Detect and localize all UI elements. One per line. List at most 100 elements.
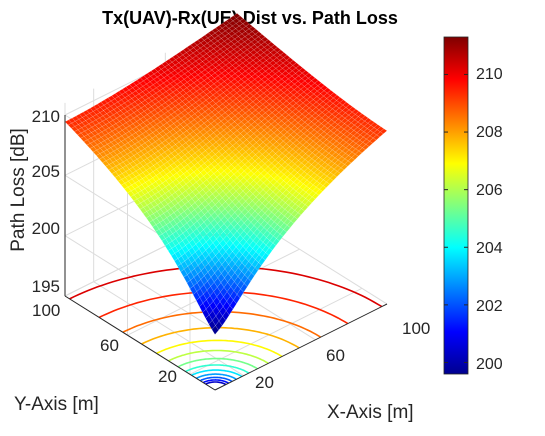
surface-patch <box>203 120 212 127</box>
surface-patch <box>290 216 298 224</box>
surface-patch <box>265 188 274 196</box>
surface-patch <box>162 231 170 239</box>
surface-patch <box>171 198 179 207</box>
x-tick-label: 60 <box>326 346 345 365</box>
surface-patch <box>249 49 258 56</box>
surface-patch <box>303 167 312 175</box>
surface-patch <box>223 43 232 50</box>
surface-patch <box>234 208 242 217</box>
surface-patch <box>83 134 92 141</box>
surface-patch <box>255 65 263 72</box>
contour-line <box>205 381 227 386</box>
surface-patch <box>236 288 244 299</box>
surface-patch <box>158 189 166 197</box>
z-tick-label: 200 <box>32 219 60 238</box>
surface-patch <box>139 166 147 173</box>
surface-patch <box>254 31 263 38</box>
surface-patch <box>255 246 263 256</box>
surface-patch <box>252 57 261 64</box>
surface-patch <box>237 219 245 228</box>
surface-patch <box>222 145 230 152</box>
surface-patch <box>141 94 150 101</box>
surface-patch <box>195 137 204 145</box>
surface-patch <box>171 245 179 254</box>
surface-patch <box>115 126 123 133</box>
surface-patch <box>244 33 253 40</box>
surface-patch <box>261 252 270 261</box>
surface-patch <box>135 82 144 89</box>
surface-patch <box>342 136 351 143</box>
contour-line <box>177 357 258 370</box>
surface-patch <box>205 147 213 155</box>
surface-patch <box>78 111 87 118</box>
surface-patch <box>189 52 197 59</box>
surface-patch <box>166 221 174 230</box>
surface-patch <box>213 123 222 131</box>
surface-patch <box>203 126 211 133</box>
surface-patch <box>312 137 321 144</box>
surface-patch <box>249 139 257 146</box>
surface-patch <box>223 227 231 236</box>
surface-patch <box>235 250 243 260</box>
surface-patch <box>200 35 209 41</box>
surface-patch <box>253 92 261 99</box>
surface-patch <box>189 47 198 54</box>
surface-patch <box>131 95 139 102</box>
surface-patch <box>282 189 290 197</box>
surface-patch <box>291 151 300 159</box>
surface-patch <box>240 222 248 231</box>
surface-patch <box>320 162 329 169</box>
surface-patch <box>283 131 291 139</box>
surface-patch <box>210 38 219 44</box>
surface-patch <box>164 143 173 150</box>
surface-patch <box>159 130 167 138</box>
colorbar-tick-label: 206 <box>476 182 503 199</box>
surface-patch <box>78 122 86 129</box>
surface-patch <box>124 174 133 182</box>
surface-patch <box>111 134 119 141</box>
surface-patch <box>165 137 173 144</box>
surface-patch <box>223 282 231 293</box>
surface-patch <box>178 248 186 257</box>
surface-patch <box>162 128 171 135</box>
surface-patch <box>130 143 139 151</box>
surface-patch <box>262 144 270 152</box>
surface-patch <box>220 215 228 225</box>
surface-patch <box>170 156 178 164</box>
surface-patch <box>251 210 259 219</box>
surface-patch <box>140 154 148 161</box>
surface-patch <box>313 131 321 139</box>
surface-patch <box>202 308 210 319</box>
surface-patch <box>211 263 219 274</box>
surface-patch <box>142 125 150 132</box>
surface-patch <box>163 203 172 212</box>
surface-patch <box>131 90 140 97</box>
surface-patch <box>140 148 149 155</box>
surface-patch <box>206 230 214 239</box>
surface-patch <box>102 118 110 125</box>
surface-patch <box>162 134 170 141</box>
surface-patch <box>104 127 113 134</box>
surface-patch <box>227 124 235 131</box>
surface-patch <box>210 120 218 128</box>
surface-patch <box>90 141 98 147</box>
chart-title: Tx(UAV)-Rx(UE) Dist vs. Path Loss <box>102 8 398 28</box>
surface-patch <box>175 189 183 197</box>
surface-patch <box>198 196 206 204</box>
surface-patch <box>376 126 385 133</box>
surface-patch <box>140 200 148 208</box>
surface-patch <box>363 123 372 129</box>
surface-patch <box>165 228 173 237</box>
surface-patch <box>183 215 191 224</box>
surface-patch <box>254 213 262 222</box>
surface-patch <box>146 111 155 119</box>
surface-patch <box>200 40 208 46</box>
surface-patch <box>214 259 223 270</box>
surface-patch <box>222 243 230 253</box>
surface-patch <box>155 229 163 237</box>
surface-patch <box>201 156 209 164</box>
colorbar: 210 208 206 204 202 200 <box>443 36 503 375</box>
contour-line <box>195 373 237 380</box>
surface-patch <box>167 159 175 166</box>
contour-line <box>199 376 233 383</box>
